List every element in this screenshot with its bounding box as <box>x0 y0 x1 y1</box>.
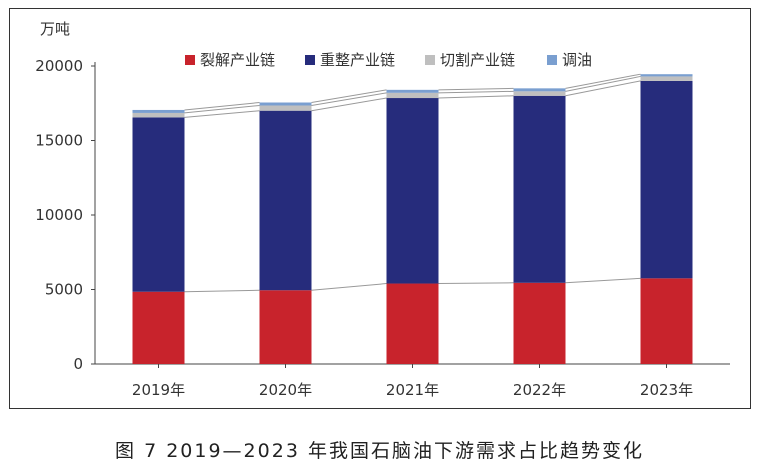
legend-label: 切割产业链 <box>440 51 515 69</box>
x-tick-label: 2023年 <box>640 381 693 399</box>
legend-swatch <box>305 55 315 65</box>
x-tick-label: 2020年 <box>259 381 312 399</box>
legend-swatch <box>185 55 195 65</box>
connector-line <box>184 102 260 111</box>
connector-line <box>311 97 387 112</box>
bar-segment <box>386 92 439 99</box>
y-tick-label: 0 <box>73 355 83 373</box>
legend-label: 重整产业链 <box>320 51 395 69</box>
legend: 裂解产业链 重整产业链 切割产业链 调油 <box>185 51 592 69</box>
bar-segment <box>259 105 312 111</box>
x-tick-label: 2019年 <box>132 381 185 399</box>
legend-swatch <box>547 55 557 65</box>
connector-line <box>565 80 641 97</box>
y-tick-label: 10000 <box>35 206 83 224</box>
connector-line <box>438 282 514 285</box>
bar-segment <box>259 110 312 291</box>
chart-frame: 万吨 0 5000 10000 15000 20000 2019年 2020年 2021年 202… <box>9 8 751 409</box>
connector-line <box>565 73 641 89</box>
bar-segment <box>386 89 439 93</box>
bar-segment <box>132 109 185 113</box>
connector-lines <box>184 73 641 293</box>
legend-swatch <box>425 55 435 65</box>
bars <box>132 74 693 364</box>
bar-segment <box>132 112 185 118</box>
bar-segment <box>513 282 566 364</box>
bar-segment <box>259 102 312 106</box>
y-tick-label: 20000 <box>35 57 83 75</box>
bar-segment <box>640 278 693 364</box>
bar-segment <box>132 117 185 292</box>
connector-line <box>311 283 387 291</box>
connector-line <box>311 92 387 106</box>
figure-caption: 图 7 2019—2023 年我国石脑油下游需求占比趋势变化 <box>115 440 644 462</box>
legend-label: 裂解产业链 <box>200 51 275 69</box>
bar-segment <box>513 88 566 92</box>
connector-line <box>184 289 260 293</box>
bar-segment <box>513 91 566 96</box>
bar-segment <box>259 290 312 364</box>
bar-segment <box>640 80 693 279</box>
bar-segment <box>386 283 439 364</box>
y-unit-label: 万吨 <box>40 20 70 38</box>
legend-label: 调油 <box>562 51 592 69</box>
connector-line <box>438 95 514 99</box>
connector-line <box>311 89 387 103</box>
connector-line <box>565 75 641 92</box>
y-tick-label: 15000 <box>35 132 83 150</box>
connector-line <box>184 110 260 118</box>
x-tick-label: 2022年 <box>513 381 566 399</box>
connector-line <box>565 277 641 284</box>
connector-line <box>184 104 260 114</box>
axes: 万吨 0 5000 10000 15000 20000 2019年 2020年 2021年 202… <box>35 20 730 399</box>
x-tick-label: 2021年 <box>386 381 439 399</box>
y-tick-label: 5000 <box>45 281 83 299</box>
connector-line <box>438 90 514 94</box>
bar-segment <box>640 74 693 77</box>
bar-segment <box>640 76 693 81</box>
stacked-bar-chart: 万吨 0 5000 10000 15000 20000 2019年 2020年 2021年 202… <box>35 20 730 399</box>
bar-segment <box>513 95 566 283</box>
connector-line <box>438 87 514 91</box>
bar-segment <box>132 291 185 364</box>
bar-segment <box>386 98 439 284</box>
